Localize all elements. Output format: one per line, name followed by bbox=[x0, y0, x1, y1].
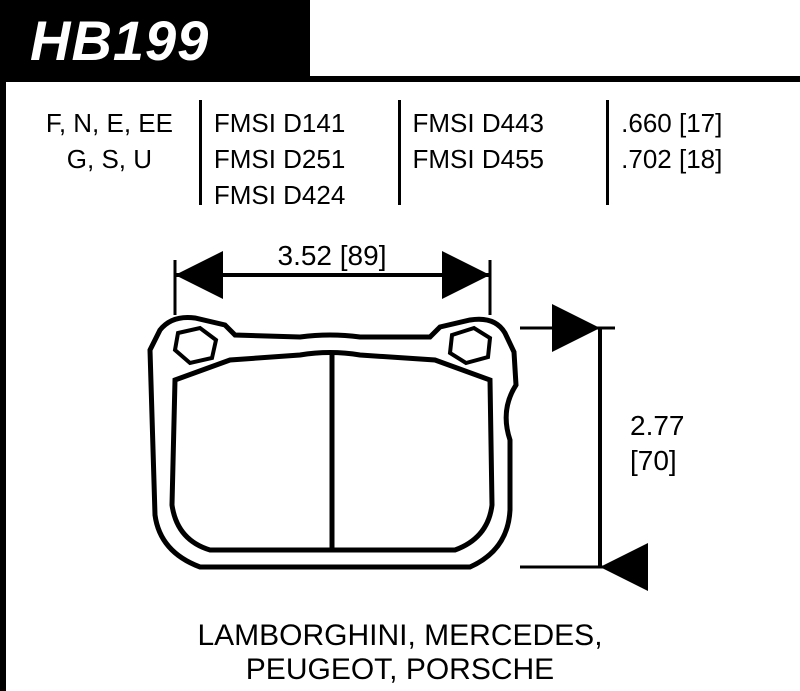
vehicle-list: LAMBORGHINI, MERCEDES, PEUGEOT, PORSCHE bbox=[0, 619, 800, 687]
fmsi-line: FMSI D251 bbox=[214, 141, 388, 177]
divider bbox=[606, 100, 609, 205]
brake-pad-diagram: 3.52 [89] 2.77 [70] bbox=[0, 230, 800, 630]
divider bbox=[199, 100, 202, 205]
vehicle-line: PEUGEOT, PORSCHE bbox=[0, 653, 800, 687]
thickness-line: .702 [18] bbox=[621, 141, 770, 177]
diagram-frame: HB199 F, N, E, EE G, S, U FMSI D141 FMSI… bbox=[0, 0, 800, 691]
thickness-line: .660 [17] bbox=[621, 105, 770, 141]
codes-line: F, N, E, EE bbox=[30, 105, 189, 141]
fmsi-line: FMSI D424 bbox=[214, 177, 388, 213]
hex-hole-left bbox=[175, 328, 216, 363]
vehicle-line: LAMBORGHINI, MERCEDES, bbox=[0, 619, 800, 653]
thickness-column: .660 [17] .702 [18] bbox=[621, 100, 770, 210]
codes-column: F, N, E, EE G, S, U bbox=[30, 100, 189, 210]
part-number: HB199 bbox=[30, 8, 209, 73]
codes-line: G, S, U bbox=[30, 141, 189, 177]
fmsi-column-1: FMSI D141 FMSI D251 FMSI D424 bbox=[214, 100, 388, 210]
height-label-2: [70] bbox=[630, 445, 677, 476]
width-label: 3.52 [89] bbox=[278, 240, 387, 271]
header-bar: HB199 bbox=[0, 0, 310, 80]
fmsi-line: FMSI D141 bbox=[214, 105, 388, 141]
fmsi-line: FMSI D455 bbox=[413, 141, 597, 177]
fmsi-line: FMSI D443 bbox=[413, 105, 597, 141]
hex-hole-right bbox=[450, 328, 490, 363]
info-row: F, N, E, EE G, S, U FMSI D141 FMSI D251 … bbox=[30, 100, 770, 210]
fmsi-column-2: FMSI D443 FMSI D455 bbox=[413, 100, 597, 210]
divider bbox=[398, 100, 401, 205]
diagram-area: 3.52 [89] 2.77 [70] bbox=[0, 230, 800, 630]
height-label-1: 2.77 bbox=[630, 410, 685, 441]
